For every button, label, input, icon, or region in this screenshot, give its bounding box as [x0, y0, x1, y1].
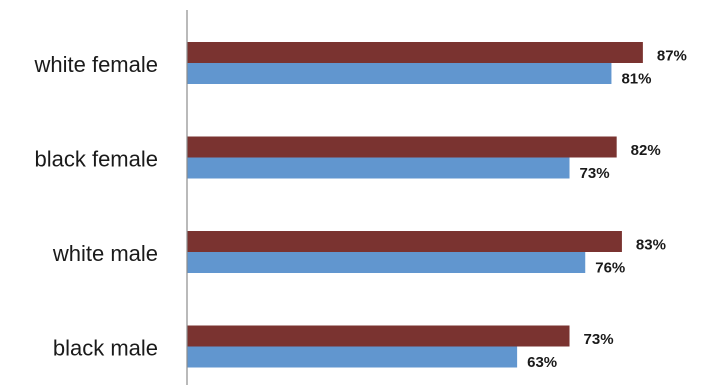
bar-white-female-series-2: [187, 63, 612, 84]
bar-black-female-series-2: [187, 157, 570, 179]
data-label-white-female-series-1: 87%: [657, 47, 687, 64]
category-label-black-male: black male: [53, 335, 158, 360]
category-label-white-female: white female: [33, 52, 158, 77]
data-label-white-male-series-1: 83%: [636, 236, 666, 253]
bars-group: [187, 42, 643, 368]
data-label-black-female-series-1: 82%: [631, 142, 661, 159]
data-label-black-female-series-2: 73%: [580, 165, 610, 182]
bar-black-male-series-2: [187, 346, 518, 368]
data-label-white-male-series-2: 76%: [595, 259, 625, 276]
bar-white-female-series-1: [187, 42, 643, 63]
category-label-white-male: white male: [52, 241, 158, 266]
bar-white-male-series-2: [187, 252, 586, 273]
bar-black-male-series-1: [187, 325, 570, 347]
labels-group: white female 87% 81% black female 82% 73% whit…: [33, 47, 686, 371]
data-label-black-male-series-2: 63%: [527, 354, 557, 371]
bar-black-female-series-1: [187, 136, 617, 158]
bar-white-male-series-1: [187, 231, 622, 252]
data-label-black-male-series-1: 73%: [584, 331, 614, 348]
category-label-black-female: black female: [34, 146, 158, 171]
data-label-white-female-series-2: 81%: [621, 70, 651, 87]
